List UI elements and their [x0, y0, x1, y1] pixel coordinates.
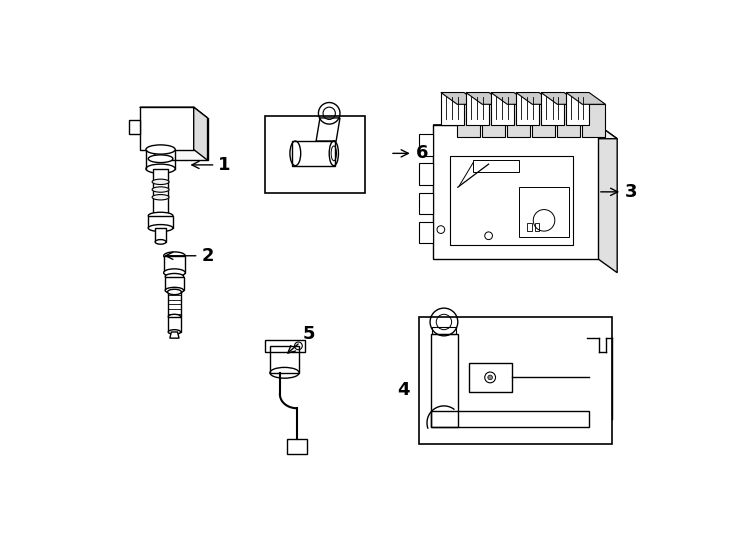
Text: 6: 6 [393, 144, 428, 163]
Polygon shape [129, 120, 139, 134]
Text: 4: 4 [397, 381, 410, 399]
Ellipse shape [165, 287, 184, 294]
Ellipse shape [168, 314, 181, 319]
Polygon shape [155, 228, 166, 242]
Ellipse shape [152, 194, 169, 200]
Polygon shape [557, 104, 581, 137]
Polygon shape [441, 92, 464, 125]
Polygon shape [139, 107, 208, 118]
Polygon shape [532, 104, 556, 137]
Ellipse shape [168, 330, 181, 334]
Polygon shape [598, 125, 617, 273]
Polygon shape [491, 92, 531, 104]
Polygon shape [153, 168, 168, 217]
Polygon shape [541, 92, 564, 125]
Ellipse shape [164, 269, 185, 276]
Polygon shape [167, 292, 181, 316]
Text: 2: 2 [166, 247, 214, 265]
Polygon shape [491, 92, 514, 125]
Polygon shape [507, 104, 531, 137]
Ellipse shape [167, 289, 181, 295]
Polygon shape [165, 276, 184, 291]
Ellipse shape [165, 273, 184, 280]
Polygon shape [148, 215, 173, 228]
Polygon shape [419, 134, 433, 156]
Ellipse shape [152, 187, 169, 192]
Polygon shape [164, 256, 185, 273]
Polygon shape [170, 332, 179, 338]
Polygon shape [168, 316, 181, 332]
Ellipse shape [148, 212, 173, 219]
Ellipse shape [146, 164, 175, 173]
Ellipse shape [164, 252, 185, 260]
Text: 5: 5 [288, 325, 316, 353]
Polygon shape [457, 104, 480, 137]
Polygon shape [194, 107, 208, 160]
Polygon shape [516, 92, 539, 125]
Ellipse shape [155, 240, 166, 244]
Polygon shape [566, 92, 589, 125]
Polygon shape [419, 222, 433, 244]
Ellipse shape [152, 179, 169, 185]
Polygon shape [541, 92, 581, 104]
Polygon shape [482, 104, 505, 137]
Ellipse shape [146, 145, 175, 154]
Polygon shape [466, 92, 505, 104]
Polygon shape [433, 125, 598, 259]
Ellipse shape [148, 155, 173, 163]
Polygon shape [566, 92, 606, 104]
Text: 3: 3 [600, 183, 637, 201]
Polygon shape [516, 92, 556, 104]
Polygon shape [419, 193, 433, 214]
Polygon shape [419, 164, 433, 185]
Circle shape [488, 375, 493, 380]
Polygon shape [433, 125, 617, 139]
Polygon shape [466, 92, 489, 125]
Polygon shape [582, 104, 606, 137]
Polygon shape [153, 118, 208, 160]
Text: 1: 1 [192, 156, 230, 174]
Polygon shape [441, 92, 480, 104]
Polygon shape [139, 107, 194, 150]
Ellipse shape [148, 225, 173, 232]
